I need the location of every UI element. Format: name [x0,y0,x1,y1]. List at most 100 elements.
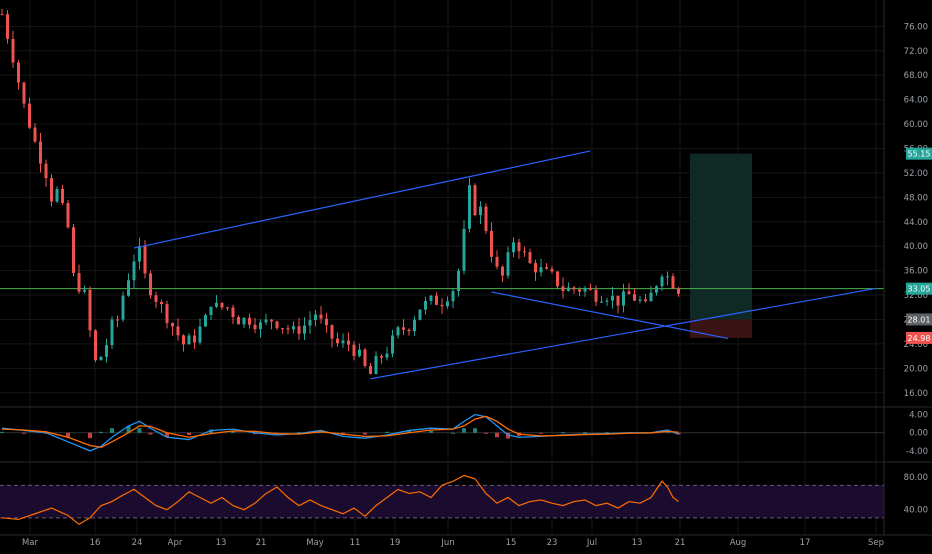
time-label: 11 [350,538,361,548]
macd-histogram-bar [363,432,367,435]
trendline[interactable] [370,287,877,380]
candle-body [545,267,548,269]
candle-body [512,242,515,253]
candle-body [451,291,455,302]
candle-body [237,317,240,325]
price-label-box [906,313,932,326]
macd-histogram-bar [297,432,301,434]
candle-body [28,103,31,128]
candle-body [627,291,631,295]
price-tick-label: 44.00 [904,218,928,228]
candle-body [198,326,202,343]
candle-body [561,286,565,292]
candle-body [39,141,42,164]
price-tick-label: 60.00 [904,120,928,130]
rsi-pane[interactable] [0,474,884,526]
candle-body [182,335,185,345]
time-label: 21 [675,538,686,548]
candle-body [61,188,64,204]
candle-body [303,325,306,334]
candle-body [539,267,543,273]
time-label: 16 [90,538,101,548]
macd-histogram-bar [137,428,142,433]
price-series [0,8,884,375]
candle-body [622,291,625,306]
candle-body [17,62,20,83]
candle-body [215,302,218,307]
macd-histogram-bar [665,431,670,433]
time-label: Jun [440,538,454,548]
trendlines[interactable] [133,150,877,380]
candle-body [116,319,119,321]
macd-histogram-bar [495,432,499,438]
candle-body [671,276,675,289]
price-tick-label: 32.00 [904,291,928,301]
candle-body [66,203,70,228]
candle-body [352,344,356,357]
candle-body [11,38,15,63]
candle-body [369,365,372,375]
candle-body [264,319,268,323]
candle-body [600,301,603,303]
macd-histogram-bar [462,428,466,433]
candle-body [374,356,378,375]
candle-body [484,206,488,231]
candle-body [611,295,614,301]
signal-line [1,415,679,448]
candle-body [94,330,97,361]
candle-body [380,356,383,358]
candle-body [308,320,312,326]
candle-body [501,266,504,276]
candle-body [424,300,427,310]
candle-body [473,185,477,216]
candle-body [633,294,636,301]
macd-histogram-bar [451,432,455,434]
macd-histogram-bar [66,432,70,438]
candle-body [534,263,537,273]
price-tick-label: 24.00 [904,340,928,350]
trendline[interactable] [133,150,591,249]
candle-body [391,335,394,354]
time-label: Mar [22,538,39,548]
candle-body [468,185,471,229]
macd-histogram-bar [484,432,488,434]
candle-body [644,299,647,302]
time-label: Jul [586,538,597,548]
candle-body [523,251,526,253]
candle-body [435,295,438,305]
stop-zone[interactable] [690,319,752,338]
candle-body [6,14,9,39]
candle-body [132,261,136,281]
candle-body [44,163,48,179]
macd-pane[interactable] [0,413,884,452]
candle-body [589,288,592,290]
candle-body [550,268,554,272]
candle-body [330,325,334,339]
price-tick-label: 68.00 [904,71,928,81]
candle-body [556,271,559,287]
target-zone[interactable] [690,153,752,320]
candle-body [275,321,279,329]
macd-histogram-bar [110,428,114,433]
candle-body [99,356,103,361]
candle-body [231,307,235,318]
candle-body [677,288,680,294]
trendline[interactable] [491,291,729,340]
candle-body [660,276,664,287]
candle-body [72,227,75,274]
candle-body [226,307,229,309]
candle-body [479,206,482,216]
candle-body [22,82,26,104]
price-label-text: 24.98 [908,334,931,343]
candle-body [127,280,130,296]
price-label-text: 55.15 [908,150,931,159]
position-zones[interactable] [690,153,752,338]
time-label: 23 [547,538,558,548]
candle-body [462,228,466,271]
macd-histogram-bar [165,432,169,438]
price-label-text: 33.05 [908,285,931,294]
macd-histogram-bar [583,432,587,434]
candle-body [55,188,59,202]
